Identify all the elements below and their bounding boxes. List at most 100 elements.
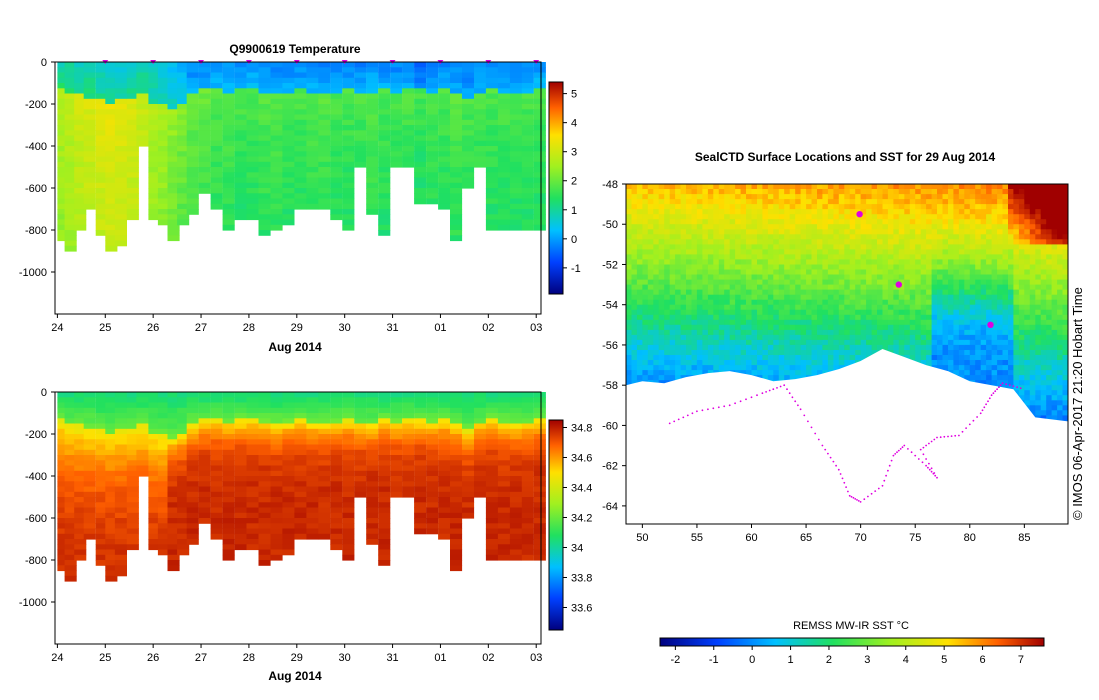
sst-cell [626,380,632,386]
section-cell [157,135,170,142]
section-cell [306,72,319,79]
section-cell [222,449,235,456]
section-cell [282,193,295,200]
section-cell [114,465,127,472]
sst-cell [806,339,813,346]
sst-cell [746,339,752,346]
section-cell [57,413,70,419]
section-cell [438,413,451,419]
sst-cell [669,309,676,316]
sst-cell [642,279,649,286]
section-cell [414,98,427,105]
sst-cell [707,279,714,286]
section-cell [414,167,427,173]
sst-cell [817,194,823,200]
section-cell [342,418,355,425]
sst-cell [757,184,763,190]
sst-cell [817,189,823,195]
section-cell [426,449,439,456]
sst-cell [855,319,862,326]
section-cell [114,497,127,503]
section-cell [438,528,451,535]
section-cell [509,392,522,398]
section-cell [95,188,108,194]
section-cell [64,570,77,577]
section-cell [246,72,259,79]
sst-cell [866,299,873,306]
section-cell [485,497,498,503]
section-cell [533,88,546,95]
section-cell [509,402,522,409]
section-cell [148,88,161,95]
sst-cell [642,249,649,255]
section-cell [157,209,170,215]
sst-cell [838,269,845,275]
section-cell [270,481,283,488]
section-cell [390,418,403,425]
section-cell [57,167,70,173]
section-cell [402,449,415,456]
section-cell [234,428,247,435]
section-cell [330,439,343,446]
sst-cell [631,224,638,230]
section-cell [509,539,522,545]
sst-cell [806,259,813,265]
sst-cell [877,234,883,240]
sst-cell [664,224,671,230]
section-cell [354,83,367,89]
sst-cell [680,184,687,190]
section-cell [74,172,87,179]
section-cell [426,502,439,509]
sst-cell [735,360,742,366]
sst-cell [658,219,665,225]
section-cell [282,544,295,551]
sst-cell [696,319,703,326]
sst-cell [806,199,813,205]
section-cell [438,465,451,472]
section-cell [210,507,223,514]
section-cell [318,67,331,74]
section-cell [342,182,355,189]
section-cell [378,392,391,398]
y-tick-label: -600 [25,513,47,525]
section-cell [258,455,271,461]
section-cell [509,497,522,503]
sst-cell [658,355,665,361]
section-cell [234,156,247,163]
section-cell [485,198,498,205]
section-cell [258,444,271,451]
section-cell [378,230,391,236]
section-cell [126,444,139,451]
sst-cell [653,224,660,230]
sst-cell [806,344,813,351]
section-cell [509,209,522,215]
section-cell [114,130,127,137]
section-cell [533,539,546,545]
section-cell [57,224,70,231]
section-cell [438,497,451,503]
sst-cell [696,254,703,260]
section-cell [354,156,367,163]
section-cell [426,418,439,425]
section-cell [246,83,259,89]
section-cell [414,182,427,189]
section-cell [330,109,343,116]
section-cell [246,88,259,95]
sst-cell [626,214,632,220]
sst-map-panel: SealCTD Surface Locations and SST for 29… [602,150,1085,666]
section-cell [126,209,139,215]
sst-cell [686,234,692,240]
section-cell [509,533,522,540]
section-cell [378,512,391,519]
sst-cell [746,224,752,230]
sst-cell [647,355,654,361]
section-cell [306,449,319,456]
sst-cell [817,339,823,346]
section-cell [258,125,271,131]
section-cell [354,491,367,498]
section-cell [533,77,546,84]
x-tick-label: 29 [291,322,303,334]
section-cell [83,151,96,158]
sst-cell [680,214,687,220]
